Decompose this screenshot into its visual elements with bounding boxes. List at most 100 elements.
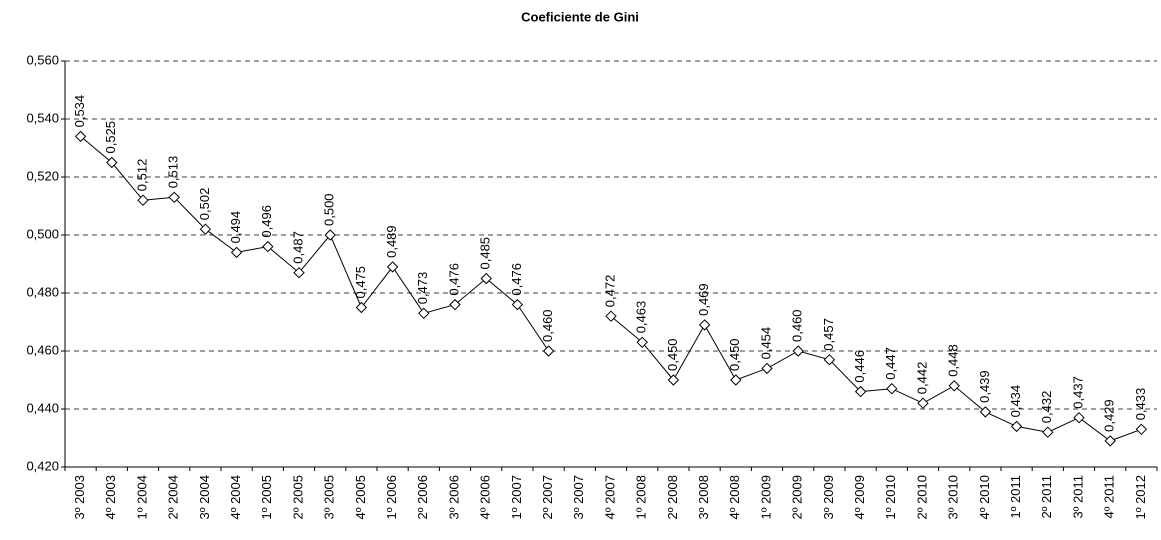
marker <box>698 319 711 331</box>
data-label: 0,534 <box>72 95 87 128</box>
marker <box>917 397 929 409</box>
x-tick-label: 2º 2006 <box>415 475 430 520</box>
data-label: 0,447 <box>883 347 898 380</box>
marker <box>636 336 648 349</box>
marker <box>137 194 149 206</box>
x-tick-label: 2º 2009 <box>790 475 805 520</box>
data-label: 0,476 <box>446 263 461 296</box>
x-tick-label: 2º 2007 <box>540 475 555 520</box>
marker <box>854 385 867 398</box>
data-label: 0,502 <box>197 188 212 221</box>
marker <box>605 310 617 322</box>
x-tick-label: 4º 2009 <box>852 475 867 520</box>
data-label: 0,437 <box>1070 376 1085 409</box>
x-tick-label: 4º 2008 <box>727 475 742 520</box>
data-label: 0,475 <box>353 266 368 299</box>
marker <box>948 380 960 392</box>
data-label: 0,432 <box>1039 391 1054 424</box>
data-label: 0,457 <box>821 318 836 351</box>
data-label: 0,450 <box>727 338 742 371</box>
y-tick-label: 0,540 <box>26 110 59 125</box>
y-tick-label: 0,480 <box>26 284 59 299</box>
y-tick-label: 0,460 <box>26 342 59 357</box>
data-label: 0,473 <box>415 272 430 305</box>
x-tick-label: 1º 2009 <box>758 475 773 520</box>
marker <box>1073 411 1085 424</box>
x-tick-label: 4º 2011 <box>1102 475 1117 519</box>
x-tick-label: 1º 2011 <box>1008 475 1023 519</box>
marker <box>979 406 992 418</box>
marker <box>74 130 87 143</box>
data-label: 0,433 <box>1133 388 1148 421</box>
x-tick-label: 1º 2005 <box>259 475 274 520</box>
x-tick-label: 4º 2007 <box>602 475 617 520</box>
x-tick-label: 1º 2010 <box>883 475 898 520</box>
y-tick-label: 0,440 <box>26 400 59 415</box>
data-label: 0,450 <box>665 338 680 371</box>
x-tick-label: 4º 2006 <box>478 475 493 520</box>
marker <box>1010 420 1023 433</box>
x-tick-label: 3º 2007 <box>571 475 586 520</box>
data-label: 0,496 <box>259 205 274 238</box>
marker <box>230 246 243 259</box>
x-tick-label: 4º 2010 <box>977 475 992 520</box>
marker <box>730 374 742 386</box>
x-tick-label: 1º 2004 <box>134 475 149 520</box>
data-label: 0,429 <box>1102 399 1117 432</box>
marker <box>761 362 773 375</box>
x-tick-label: 3º 2005 <box>322 475 337 520</box>
x-tick-label: 3º 2008 <box>696 475 711 520</box>
x-tick-label: 4º 2005 <box>353 475 368 520</box>
data-label: 0,512 <box>134 159 149 192</box>
x-tick-label: 1º 2007 <box>509 475 524 520</box>
x-tick-label: 2º 2005 <box>290 475 305 520</box>
x-tick-label: 4º 2004 <box>228 475 243 520</box>
data-label: 0,472 <box>602 275 617 308</box>
data-label: 0,454 <box>758 327 773 360</box>
marker <box>1135 423 1148 436</box>
marker <box>667 374 680 386</box>
x-tick-label: 4º 2003 <box>103 475 118 520</box>
y-tick-label: 0,500 <box>26 226 59 241</box>
data-label: 0,494 <box>228 211 243 244</box>
data-label: 0,525 <box>103 121 118 154</box>
marker <box>418 307 430 320</box>
marker <box>262 240 274 253</box>
marker <box>386 261 399 273</box>
data-label: 0,446 <box>852 350 867 383</box>
data-label: 0,463 <box>634 301 649 334</box>
line <box>80 136 1142 442</box>
marker <box>199 223 212 235</box>
x-tick-label: 1º 2012 <box>1133 475 1148 520</box>
marker <box>293 266 305 279</box>
x-tick-label: 1º 2008 <box>634 475 649 520</box>
x-tick-label: 2º 2011 <box>1039 475 1054 519</box>
data-label: 0,500 <box>322 193 337 226</box>
data-label: 0,460 <box>540 309 555 342</box>
x-tick-label: 2º 2004 <box>166 475 181 520</box>
x-tick-label: 2º 2010 <box>914 475 929 520</box>
data-label: 0,487 <box>290 231 305 264</box>
data-label: 0,476 <box>509 263 524 296</box>
data-label: 0,434 <box>1008 385 1023 418</box>
x-tick-label: 3º 2010 <box>946 475 961 520</box>
x-tick-label: 3º 2011 <box>1070 475 1085 519</box>
x-tick-label: 3º 2006 <box>446 475 461 520</box>
marker <box>324 229 336 241</box>
marker <box>1042 426 1054 438</box>
data-label: 0,469 <box>696 283 711 316</box>
y-tick-label: 0,560 <box>26 52 59 67</box>
marker <box>1104 435 1116 447</box>
data-label: 0,489 <box>384 225 399 258</box>
y-tick-label: 0,420 <box>26 458 59 473</box>
marker <box>480 272 492 285</box>
marker <box>823 353 836 366</box>
data-label: 0,439 <box>977 370 992 403</box>
x-tick-label: 1º 2006 <box>384 475 399 520</box>
data-label: 0,442 <box>914 362 929 395</box>
marker <box>106 156 118 169</box>
x-tick-label: 3º 2003 <box>72 475 87 520</box>
marker <box>449 298 461 311</box>
marker <box>792 345 804 357</box>
